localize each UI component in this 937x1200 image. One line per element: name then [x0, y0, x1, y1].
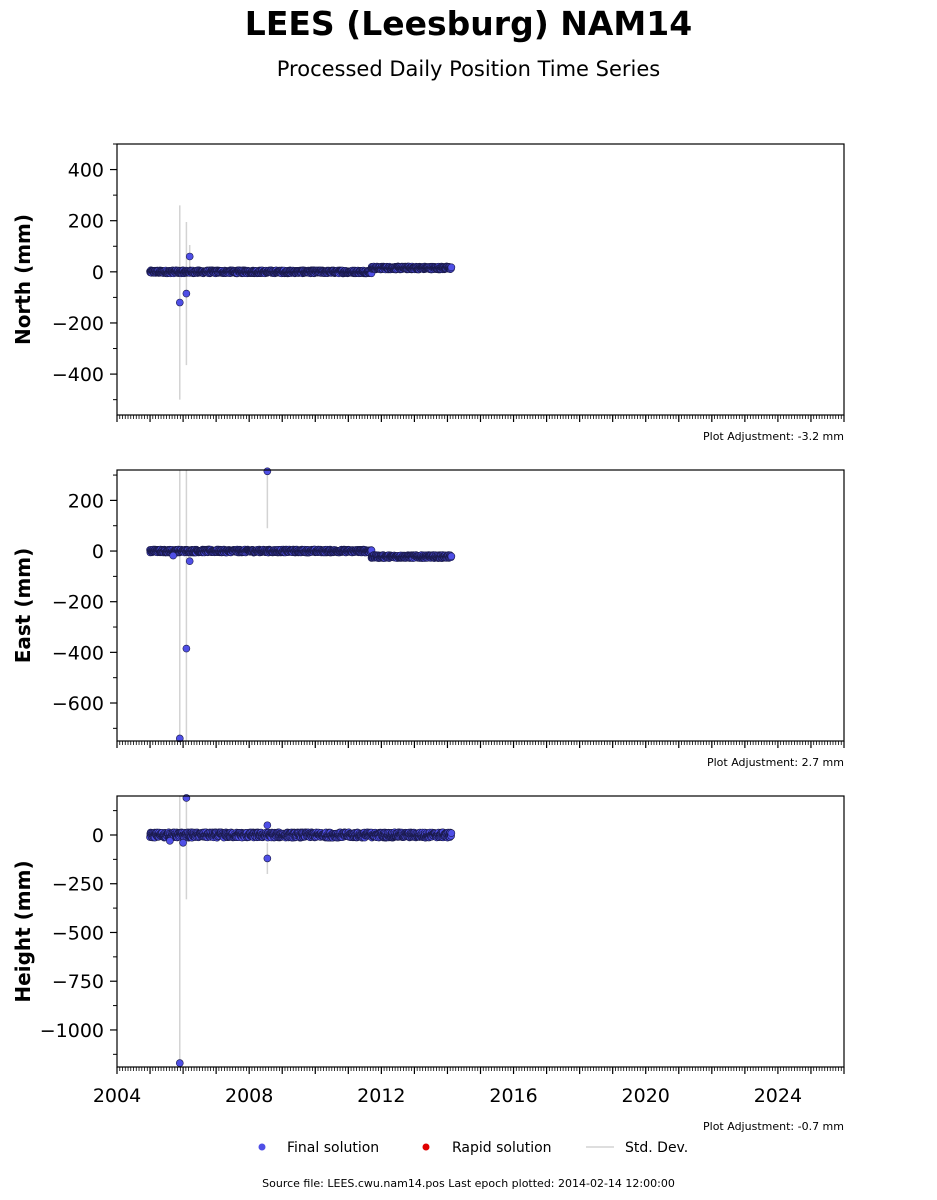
y-tick-label: −1000 [40, 1020, 104, 1042]
y-tick-label: 0 [92, 541, 104, 563]
chart-subtitle: Processed Daily Position Time Series [276, 57, 661, 81]
y-tick-label: −200 [52, 313, 104, 335]
y-tick-label: 200 [68, 490, 104, 512]
plot-frame [116, 143, 845, 416]
outlier-point [169, 551, 177, 560]
data-point [447, 263, 456, 272]
x-tick-label: 2024 [754, 1085, 802, 1107]
outlier-point [263, 821, 272, 830]
data-point [447, 829, 456, 837]
legend-final-marker [258, 1143, 266, 1151]
y-tick-label: −400 [52, 364, 104, 386]
x-tick-label: 2012 [357, 1085, 405, 1107]
outlier-point [175, 734, 184, 743]
y-tick-label: −250 [52, 874, 104, 896]
y-tick-label: 0 [92, 825, 104, 847]
outlier-point [263, 467, 272, 476]
legend-rapid-label: Rapid solution [452, 1140, 552, 1156]
chart-title: LEES (Leesburg) NAM14 [244, 4, 693, 43]
plot-frame [116, 469, 845, 742]
x-tick-label: 2008 [225, 1085, 273, 1107]
legend-std-label: Std. Dev. [625, 1140, 688, 1156]
outlier-point [175, 1059, 184, 1067]
outlier-point [166, 837, 174, 845]
outlier-point [182, 644, 191, 653]
legend-final-label: Final solution [287, 1140, 379, 1156]
x-tick-label: 2004 [93, 1085, 141, 1107]
plot-adjustment-label: Plot Adjustment: -0.7 mm [703, 1120, 844, 1133]
y-tick-label: −600 [52, 693, 104, 715]
y-tick-label: 400 [68, 160, 104, 182]
x-tick-label: 2020 [622, 1085, 670, 1107]
y-tick-label: −200 [52, 592, 104, 614]
y-tick-label: 0 [92, 262, 104, 284]
x-tick-label: 2016 [489, 1085, 537, 1107]
plot-adjustment-label: Plot Adjustment: -3.2 mm [703, 430, 844, 443]
outlier-point [179, 838, 187, 847]
plot-adjustment-label: Plot Adjustment: 2.7 mm [707, 756, 844, 769]
outlier-point [175, 298, 184, 307]
y-axis-label: East (mm) [11, 548, 35, 664]
y-tick-label: −500 [52, 922, 104, 944]
outlier-point [263, 854, 272, 863]
legend: Final solution Rapid solution Std. Dev. [258, 1140, 688, 1156]
y-tick-label: 200 [68, 211, 104, 233]
y-tick-label: −400 [52, 642, 104, 664]
source-footer: Source file: LEES.cwu.nam14.pos Last epo… [262, 1177, 675, 1190]
legend-rapid-marker [422, 1143, 430, 1151]
y-axis-label: North (mm) [11, 214, 35, 345]
data-point [447, 552, 456, 561]
outlier-point [185, 557, 194, 565]
outlier-point [182, 289, 191, 298]
outlier-point [185, 252, 194, 261]
y-axis-label: Height (mm) [11, 860, 35, 1002]
y-tick-label: −750 [52, 971, 104, 993]
